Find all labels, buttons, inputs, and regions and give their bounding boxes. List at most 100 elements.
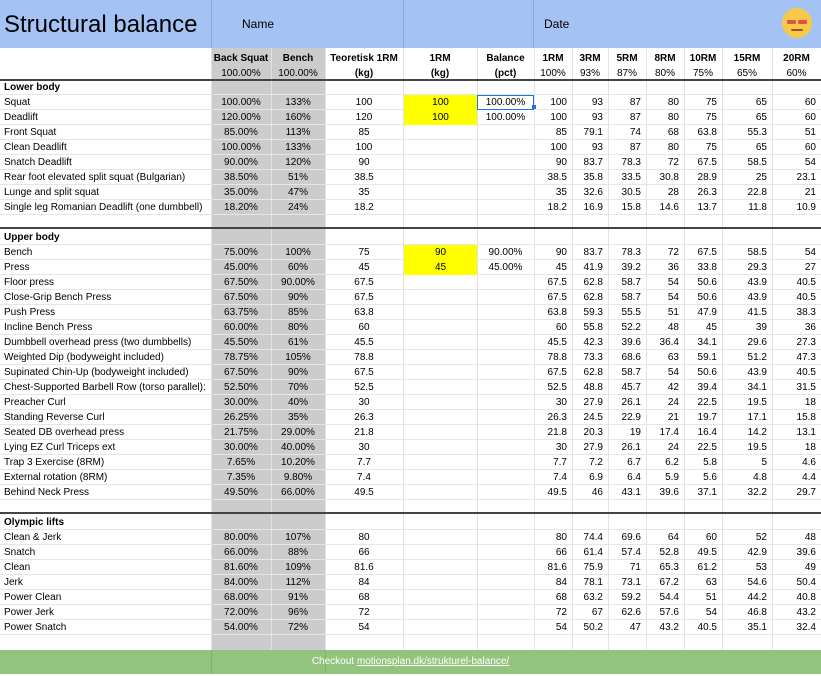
rm-value[interactable]: 22.5 — [697, 442, 717, 453]
rm-value[interactable]: 60 — [804, 112, 816, 123]
exercise-name[interactable]: Power Snatch — [4, 622, 67, 633]
back-squat-ratio[interactable]: 45.00% — [224, 262, 258, 273]
rm-value[interactable]: 4.8 — [753, 472, 767, 483]
rm-value[interactable]: 67.2 — [659, 577, 679, 588]
rm-value[interactable]: 18.2 — [547, 202, 567, 213]
rm-value[interactable]: 75 — [705, 142, 717, 153]
bench-ratio[interactable]: 90% — [287, 367, 308, 378]
balance-pct[interactable]: 45.00% — [488, 262, 523, 273]
rm-value[interactable]: 100 — [550, 142, 567, 153]
theoretical-1rm[interactable]: 67.5 — [354, 292, 374, 303]
bench-ratio[interactable]: 160% — [285, 112, 311, 123]
rm-value[interactable]: 63.2 — [583, 592, 603, 603]
rm-value[interactable]: 93 — [591, 97, 603, 108]
back-squat-ratio[interactable]: 60.00% — [224, 322, 258, 333]
rm-value[interactable]: 7.7 — [553, 457, 567, 468]
rm-value[interactable]: 54 — [705, 607, 717, 618]
back-squat-ratio[interactable]: 66.00% — [224, 547, 258, 558]
rm-value[interactable]: 30 — [555, 442, 567, 453]
rm-value[interactable]: 7.2 — [589, 457, 603, 468]
exercise-name[interactable]: Snatch — [4, 547, 36, 558]
exercise-name[interactable]: Deadlift — [4, 112, 38, 123]
rm-value[interactable]: 31.5 — [796, 382, 816, 393]
balance-pct[interactable] — [477, 365, 534, 380]
rm-value[interactable]: 68.6 — [621, 352, 641, 363]
rm-value[interactable]: 100 — [550, 97, 567, 108]
rm-value[interactable]: 39.6 — [796, 547, 816, 558]
back-squat-ratio[interactable]: 68.00% — [224, 592, 258, 603]
rm-value[interactable]: 80 — [667, 142, 679, 153]
onerm-input[interactable] — [404, 140, 477, 155]
back-squat-ratio[interactable]: 7.65% — [226, 457, 256, 468]
exercise-name[interactable]: Snatch Deadlift — [4, 157, 72, 168]
rm-value[interactable]: 20.3 — [583, 427, 603, 438]
rm-value[interactable]: 55.8 — [583, 322, 603, 333]
theoretical-1rm[interactable]: 67.5 — [354, 277, 374, 288]
theoretical-1rm[interactable]: 30 — [358, 397, 370, 408]
rm-value[interactable]: 62.8 — [583, 367, 603, 378]
onerm-input[interactable] — [404, 350, 477, 365]
rm-value[interactable]: 16.9 — [583, 202, 603, 213]
back-squat-ratio[interactable]: 7.35% — [226, 472, 256, 483]
theoretical-1rm[interactable]: 54 — [358, 622, 370, 633]
rm-value[interactable]: 33.5 — [621, 172, 641, 183]
rm-value[interactable]: 26.1 — [621, 397, 641, 408]
rm-value[interactable]: 62.8 — [583, 292, 603, 303]
theoretical-1rm[interactable]: 100 — [355, 142, 373, 153]
rm-value[interactable]: 43.2 — [659, 622, 679, 633]
balance-pct[interactable] — [477, 620, 534, 635]
rm-value[interactable]: 73.1 — [621, 577, 641, 588]
rm-value[interactable]: 78.8 — [547, 352, 567, 363]
balance-pct[interactable] — [477, 290, 534, 305]
rm-value[interactable]: 30.8 — [659, 172, 679, 183]
theoretical-1rm[interactable]: 30 — [358, 442, 370, 453]
bench-ratio[interactable]: 109% — [285, 562, 311, 573]
bench-ratio[interactable]: 47% — [287, 187, 308, 198]
balance-pct[interactable] — [477, 560, 534, 575]
rm-value[interactable]: 6.9 — [589, 472, 603, 483]
rm-value[interactable]: 44.2 — [747, 592, 767, 603]
balance-pct[interactable] — [477, 125, 534, 140]
bench-ratio[interactable]: 60% — [287, 262, 308, 273]
rm-value[interactable]: 34.1 — [747, 382, 767, 393]
rm-value[interactable]: 27.9 — [583, 397, 603, 408]
rm-value[interactable]: 100 — [550, 112, 567, 123]
rm-value[interactable]: 78.3 — [621, 247, 641, 258]
onerm-input[interactable] — [404, 605, 477, 620]
bench-ratio[interactable]: 107% — [285, 532, 311, 543]
exercise-name[interactable]: Push Press — [4, 307, 56, 318]
rm-value[interactable]: 51.2 — [747, 352, 767, 363]
back-squat-ratio[interactable]: 38.50% — [224, 172, 258, 183]
rm-value[interactable]: 49.5 — [697, 547, 717, 558]
rm-value[interactable]: 32.2 — [747, 487, 767, 498]
rm-value[interactable]: 21 — [667, 412, 679, 423]
theoretical-1rm[interactable]: 78.8 — [354, 352, 374, 363]
exercise-name[interactable]: External rotation (8RM) — [4, 472, 108, 483]
rm-value[interactable]: 28.9 — [697, 172, 717, 183]
rm-value[interactable]: 83.7 — [583, 247, 603, 258]
rm-value[interactable]: 43.1 — [621, 487, 641, 498]
rm-value[interactable]: 87 — [629, 142, 641, 153]
rm-value[interactable]: 50.4 — [796, 577, 816, 588]
rm-value[interactable]: 67.5 — [547, 292, 567, 303]
exercise-name[interactable]: Incline Bench Press — [4, 322, 93, 333]
bench-ratio[interactable]: 80% — [287, 322, 308, 333]
theoretical-1rm[interactable]: 72 — [358, 607, 370, 618]
rm-value[interactable]: 67 — [591, 607, 603, 618]
rm-value[interactable]: 45 — [705, 322, 717, 333]
rm-value[interactable]: 67.5 — [697, 157, 717, 168]
onerm-input[interactable] — [404, 200, 477, 215]
rm-value[interactable]: 30.5 — [621, 187, 641, 198]
onerm-input[interactable]: 100 — [404, 95, 477, 110]
rm-value[interactable]: 63.8 — [697, 127, 717, 138]
rm-value[interactable]: 54 — [555, 622, 567, 633]
back-squat-ratio[interactable]: 52.50% — [224, 382, 258, 393]
back-squat-ratio[interactable]: 100.00% — [221, 142, 261, 153]
back-squat-ratio[interactable]: 21.75% — [224, 427, 258, 438]
footer-link[interactable]: motionsplan.dk/strukturel-balance/ — [356, 656, 510, 667]
bench-ratio[interactable]: 9.80% — [283, 472, 313, 483]
bench-ratio[interactable]: 113% — [285, 127, 311, 138]
back-squat-ratio[interactable]: 75.00% — [224, 247, 258, 258]
onerm-input[interactable]: 100 — [404, 110, 477, 125]
rm-value[interactable]: 24 — [667, 397, 679, 408]
